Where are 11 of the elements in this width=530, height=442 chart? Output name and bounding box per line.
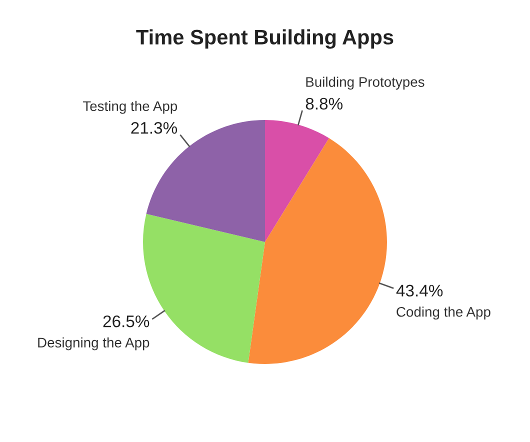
- chart-title: Time Spent Building Apps: [136, 29, 394, 49]
- pie-slice: [248, 138, 387, 364]
- data-label: 43.4%: [396, 284, 443, 297]
- data-label: 8.8%: [306, 98, 343, 110]
- slice-label: Designing the App: [38, 337, 150, 350]
- pie-slice: [265, 120, 330, 242]
- slice-label: Testing the App: [82, 100, 178, 114]
- data-label: 21.3%: [131, 122, 178, 134]
- data-label: 26.5%: [103, 315, 150, 328]
- slice-label: Building Prototypes: [306, 76, 424, 90]
- slice-label: Coding the App: [396, 306, 490, 320]
